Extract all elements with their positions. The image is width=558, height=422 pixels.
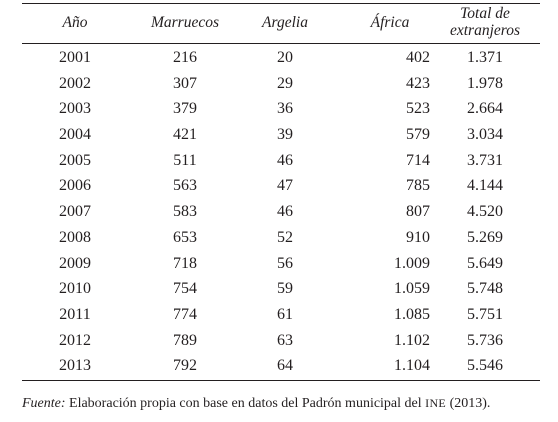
cell-africa: 1.085 — [394, 305, 430, 323]
cell-africa: 579 — [406, 126, 430, 144]
source-label: Fuente: — [22, 396, 66, 411]
cell-year: 2004 — [59, 126, 91, 144]
cell-year: 2011 — [59, 305, 91, 323]
cell-morocco: 307 — [173, 74, 197, 92]
cell-algeria: 59 — [277, 280, 293, 298]
cell-morocco: 421 — [173, 126, 197, 144]
header-rule — [22, 43, 540, 44]
cell-africa: 402 — [406, 49, 430, 66]
cell-algeria: 46 — [277, 151, 293, 169]
cell-total: 1.978 — [467, 74, 503, 92]
cell-total: 3.034 — [467, 126, 503, 144]
header-morocco: Marruecos — [150, 14, 220, 31]
table-row: 2001 216 20 402 1.371 — [0, 46, 558, 72]
cell-algeria: 46 — [277, 203, 293, 221]
header-total-line1: Total de — [460, 5, 510, 22]
cell-africa: 1.009 — [394, 254, 430, 272]
table-row: 2003 379 36 523 2.664 — [0, 97, 558, 123]
cell-algeria: 20 — [277, 49, 293, 66]
cell-algeria: 29 — [277, 74, 293, 92]
cell-africa: 714 — [406, 151, 430, 169]
cell-algeria: 63 — [277, 331, 293, 349]
cell-year: 2009 — [59, 254, 91, 272]
cell-morocco: 379 — [173, 100, 197, 118]
table-row: 2005 511 46 714 3.731 — [0, 149, 558, 175]
cell-morocco: 563 — [173, 177, 197, 195]
cell-year: 2003 — [59, 100, 91, 118]
table-row: 2008 653 52 910 5.269 — [0, 226, 558, 252]
cell-total: 5.649 — [467, 254, 503, 272]
header-total-line2: extranjeros — [449, 22, 521, 39]
cell-year: 2012 — [59, 331, 91, 349]
header-total-foreigners: Total de extranjeros — [430, 5, 540, 39]
cell-africa: 1.059 — [394, 280, 430, 298]
cell-year: 2005 — [59, 151, 91, 169]
cell-algeria: 61 — [277, 305, 293, 323]
cell-total: 5.269 — [467, 228, 503, 246]
table-row: 2007 583 46 807 4.520 — [0, 200, 558, 226]
cell-total: 5.546 — [467, 357, 503, 375]
cell-morocco: 653 — [173, 228, 197, 246]
cell-morocco: 511 — [173, 151, 197, 169]
cell-africa: 1.104 — [394, 357, 430, 375]
header-year: Año — [62, 14, 88, 31]
cell-total: 4.520 — [467, 203, 503, 221]
table-row: 2004 421 39 579 3.034 — [0, 123, 558, 149]
cell-morocco: 789 — [173, 331, 197, 349]
cell-morocco: 792 — [173, 357, 197, 375]
cell-total: 1.371 — [467, 49, 503, 66]
source-text: Elaboración propia con base en datos del… — [65, 396, 426, 411]
cell-algeria: 52 — [277, 228, 293, 246]
source-abbr: INE — [425, 396, 447, 410]
cell-year: 2013 — [59, 357, 91, 375]
table-row: 2009 718 56 1.009 5.649 — [0, 252, 558, 278]
table-row: 2013 792 64 1.104 5.546 — [0, 354, 558, 380]
source-tail: (2013). — [446, 396, 491, 411]
cell-year: 2002 — [59, 74, 91, 92]
cell-year: 2006 — [59, 177, 91, 195]
table-row: 2011 774 61 1.085 5.751 — [0, 303, 558, 329]
header-algeria: Argelia — [262, 14, 308, 31]
cell-algeria: 64 — [277, 357, 293, 375]
table-row: 2010 754 59 1.059 5.748 — [0, 277, 558, 303]
table-bottom-rule — [22, 380, 540, 381]
cell-morocco: 754 — [173, 280, 197, 298]
cell-africa: 423 — [406, 74, 430, 92]
cell-africa: 1.102 — [394, 331, 430, 349]
table-row: 2002 307 29 423 1.978 — [0, 72, 558, 98]
cell-algeria: 56 — [277, 254, 293, 272]
cell-africa: 785 — [406, 177, 430, 195]
cell-morocco: 583 — [173, 203, 197, 221]
cell-total: 5.736 — [467, 331, 503, 349]
cell-total: 5.751 — [467, 305, 503, 323]
cell-year: 2001 — [59, 49, 91, 66]
cell-total: 2.664 — [467, 100, 503, 118]
cell-total: 3.731 — [467, 151, 503, 169]
source-note: Fuente: Elaboración propia con base en d… — [22, 396, 490, 412]
table-body: 2001 216 20 402 1.371 2002 307 29 423 1.978 2003 37… — [0, 46, 558, 380]
cell-total: 5.748 — [467, 280, 503, 298]
table-row: 2012 789 63 1.102 5.736 — [0, 329, 558, 355]
header-africa: África — [370, 14, 410, 31]
cell-algeria: 39 — [277, 126, 293, 144]
cell-morocco: 718 — [173, 254, 197, 272]
cell-algeria: 47 — [277, 177, 293, 195]
cell-total: 4.144 — [467, 177, 503, 195]
table-row: 2006 563 47 785 4.144 — [0, 174, 558, 200]
cell-morocco: 216 — [173, 49, 197, 66]
cell-year: 2008 — [59, 228, 91, 246]
cell-morocco: 774 — [173, 305, 197, 323]
cell-year: 2010 — [59, 280, 91, 298]
table-top-rule — [22, 3, 540, 4]
cell-year: 2007 — [59, 203, 91, 221]
cell-africa: 910 — [406, 228, 430, 246]
cell-africa: 523 — [406, 100, 430, 118]
cell-algeria: 36 — [277, 100, 293, 118]
cell-africa: 807 — [406, 203, 430, 221]
